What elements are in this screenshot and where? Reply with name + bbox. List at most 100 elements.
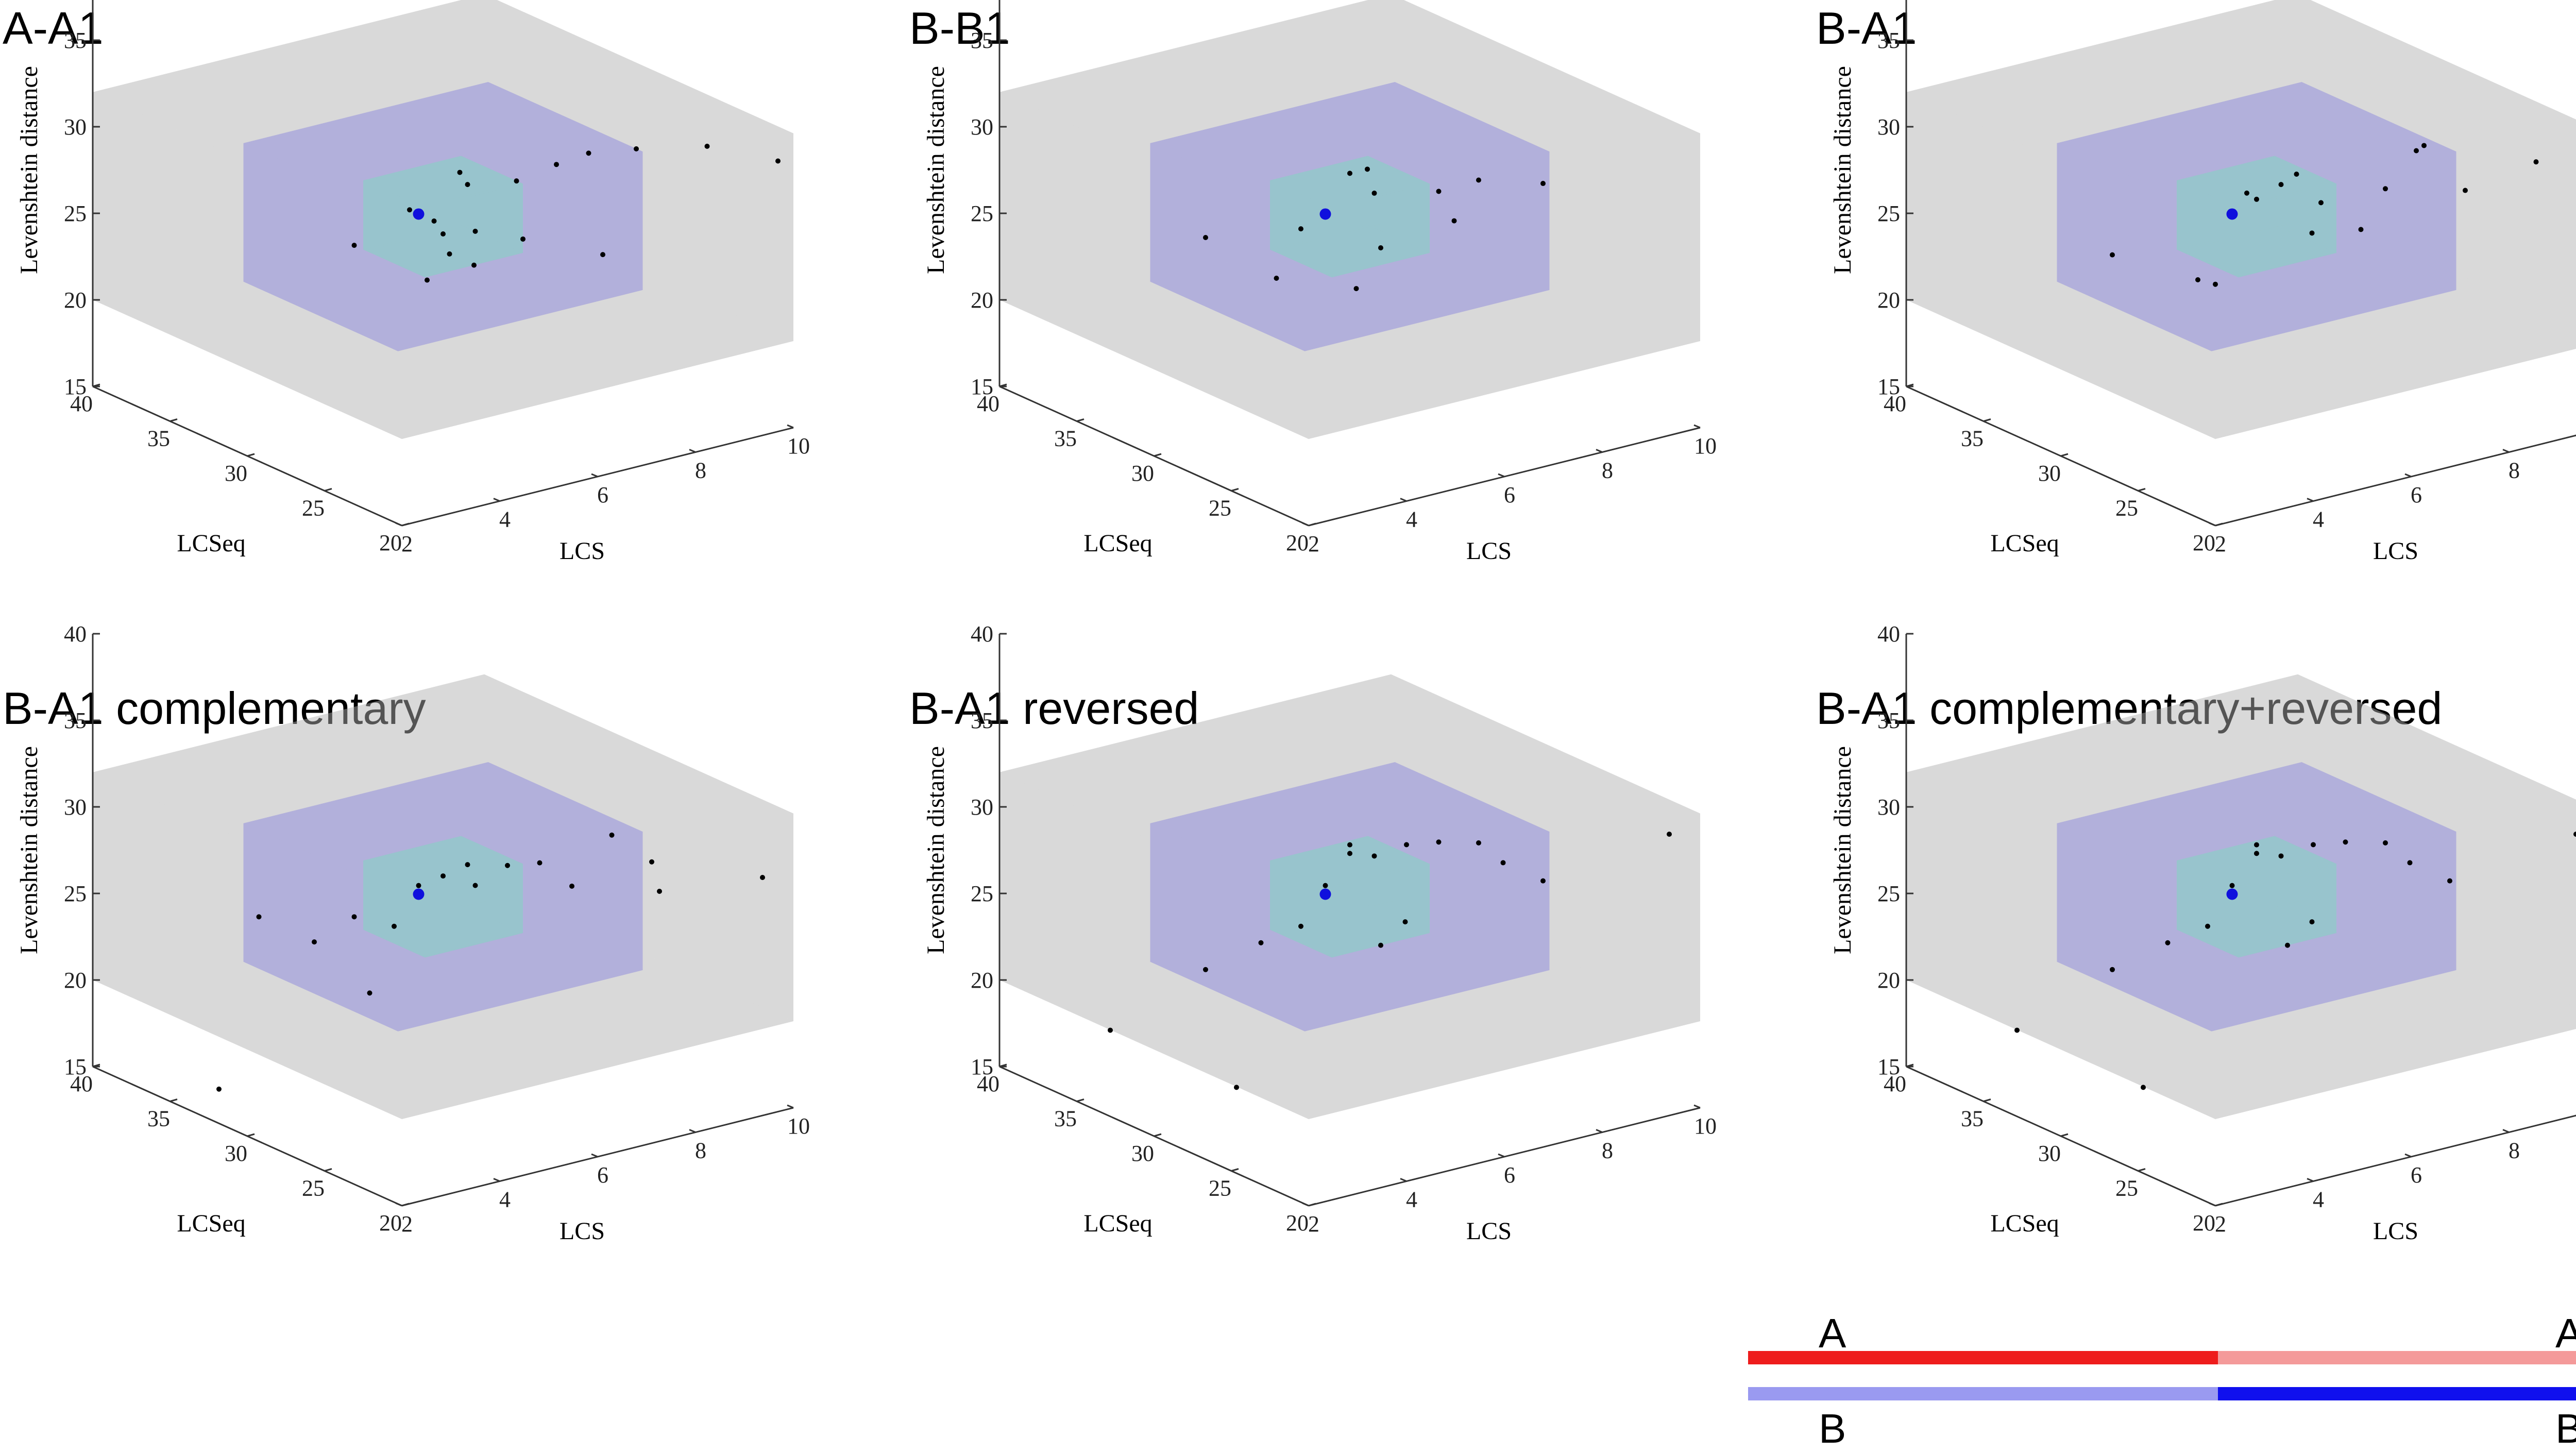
x-tick-label: 8 <box>695 458 706 483</box>
y-tick-label: 25 <box>1209 496 1231 521</box>
x-tick-label: 6 <box>597 1162 608 1188</box>
x-tick-label: 10 <box>1694 433 1717 459</box>
x-axis-label: LCS <box>2373 1218 2418 1245</box>
data-point <box>1234 1085 1239 1090</box>
box-outer <box>999 674 1700 1119</box>
y-tick-label: 40 <box>977 1071 999 1096</box>
centroid-point <box>2226 208 2238 220</box>
data-point <box>1378 942 1383 948</box>
z-tick-label: 20 <box>64 968 87 993</box>
y-tick-label: 30 <box>2038 461 2061 486</box>
data-point <box>1371 190 1377 196</box>
x-tick-label: 8 <box>695 1138 706 1163</box>
data-point <box>514 178 519 184</box>
z-tick-label: 20 <box>1877 968 1900 993</box>
data-point <box>351 243 357 248</box>
data-point <box>1540 181 1546 187</box>
y-tick-label: 25 <box>302 1176 325 1201</box>
x-tick-label: 8 <box>1602 458 1613 483</box>
data-point <box>312 939 317 945</box>
box-inner <box>1270 836 1430 958</box>
data-point <box>416 883 421 888</box>
panel-4: B-A1 complementary2468102025303540152025… <box>3 621 810 1245</box>
data-point <box>2383 186 2388 192</box>
x-tick-label: 2 <box>1308 1211 1319 1237</box>
data-point <box>1274 276 1279 281</box>
box-inner <box>363 836 523 958</box>
x-tick-label: 4 <box>1406 507 1417 532</box>
x-tick-label: 2 <box>401 531 413 556</box>
x-tick-label: 6 <box>597 482 608 508</box>
box-middle <box>243 82 643 351</box>
data-point <box>1353 286 1359 292</box>
data-point <box>471 262 477 268</box>
z-tick-label: 25 <box>1877 881 1900 906</box>
data-point <box>440 873 446 879</box>
data-point <box>1298 923 1303 929</box>
data-point <box>704 143 710 149</box>
data-points <box>351 143 781 283</box>
data-point <box>1347 171 1352 176</box>
data-point <box>465 862 470 868</box>
data-point <box>2407 860 2413 866</box>
data-point <box>1476 177 1481 183</box>
box-outer <box>93 0 793 440</box>
panel-title: B-A1 <box>1816 3 1917 54</box>
z-axis-label: Levenshtein distance <box>922 66 950 274</box>
data-points <box>216 832 765 1092</box>
data-point <box>2278 853 2284 859</box>
data-point <box>472 883 478 888</box>
y-axis-label: LCSeq <box>177 530 245 557</box>
data-point <box>1323 883 1328 888</box>
data-point <box>520 236 526 242</box>
z-axis-label: Levenshtein distance <box>15 66 43 274</box>
data-point <box>367 990 372 996</box>
y-tick-label: 40 <box>1884 1071 1906 1096</box>
z-tick-label: 35 <box>64 28 87 53</box>
z-tick-label: 25 <box>1877 201 1900 226</box>
x-axis-label: LCS <box>1466 1218 1512 1245</box>
z-tick-label: 35 <box>971 28 993 53</box>
z-tick-label: 15 <box>64 1054 87 1079</box>
panel-1: A-A12468102025303540152025303540LCSLCSeq… <box>3 0 810 565</box>
data-point <box>440 231 446 236</box>
z-axis-label: Levenshtein distance <box>922 746 950 954</box>
data-point <box>351 914 357 920</box>
centroid-point <box>1319 208 1331 220</box>
box-middle <box>2057 82 2456 351</box>
z-tick-label: 20 <box>1877 288 1900 313</box>
z-tick-label: 30 <box>64 795 87 820</box>
z-tick-label: 15 <box>64 374 87 399</box>
data-point <box>1298 226 1303 232</box>
data-point <box>1347 842 1352 848</box>
data-point <box>2343 839 2348 845</box>
y-tick-label: 35 <box>147 426 170 451</box>
y-tick-label: 35 <box>1961 1106 1984 1131</box>
x-tick-label: 2 <box>401 1211 413 1237</box>
z-tick-label: 15 <box>1877 1054 1900 1079</box>
data-point <box>2278 182 2284 188</box>
legend: A A1 B B1 <box>1748 1310 2576 1451</box>
y-axis-label: LCSeq <box>1083 1210 1152 1237</box>
data-points <box>1203 166 1546 292</box>
y-tick-label: 30 <box>225 1141 247 1166</box>
z-axis-label: Levenshtein distance <box>15 746 43 954</box>
x-tick-label: 2 <box>1308 531 1319 556</box>
panel-6: B-A1 complementary+reversed2468102025303… <box>1816 621 2576 1245</box>
data-point <box>2014 1027 2020 1033</box>
data-point <box>447 251 452 257</box>
y-tick-label: 20 <box>1286 530 1309 555</box>
data-point <box>2421 143 2427 148</box>
data-point <box>2309 230 2315 236</box>
y-tick-label: 20 <box>379 1210 402 1236</box>
data-point <box>2110 967 2115 972</box>
data-point <box>472 228 478 234</box>
data-point <box>431 218 437 224</box>
y-tick-label: 35 <box>147 1106 170 1131</box>
data-points <box>1108 832 1672 1090</box>
legend-label-B1: B1 <box>2555 1406 2576 1451</box>
